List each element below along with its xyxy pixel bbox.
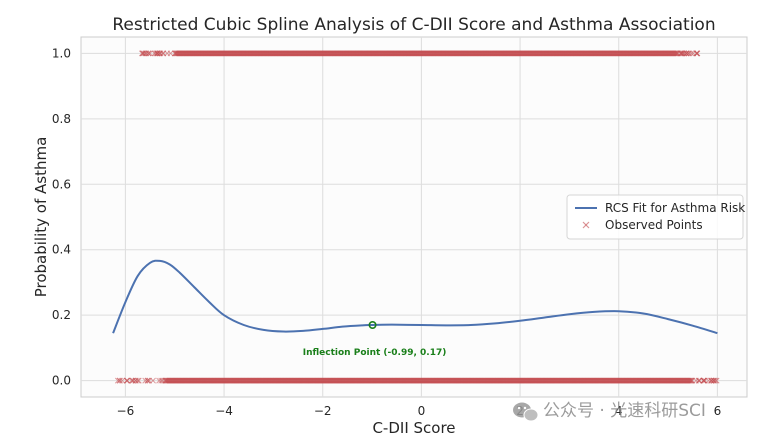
wechat-icon — [513, 402, 539, 422]
observed-point — [683, 50, 690, 57]
observed-point — [156, 50, 163, 57]
x-tick-label: 6 — [714, 404, 722, 418]
annotation-group: Inflection Point (-0.99, 0.17) — [303, 320, 447, 358]
observed-point — [138, 50, 145, 57]
observed-point — [146, 377, 153, 384]
y-tick-label: 0.2 — [52, 308, 71, 322]
legend-box — [566, 194, 744, 240]
observed-point — [119, 377, 126, 384]
observed-point — [145, 50, 152, 57]
observed-point — [685, 50, 692, 57]
x-tick-label: −6 — [117, 404, 135, 418]
x-tick-label: −4 — [215, 404, 233, 418]
legend: RCS Fit for Asthma Risk Observed Points — [566, 194, 745, 240]
y-tick-label: 0.0 — [52, 374, 71, 388]
observed-point — [123, 377, 130, 384]
observed-point — [158, 377, 165, 384]
observed-point — [117, 377, 123, 384]
x-tick-label: 4 — [615, 404, 623, 418]
y-tick-label: 0.6 — [52, 177, 71, 191]
x-tick-label: 0 — [418, 404, 426, 418]
observed-point — [688, 50, 695, 57]
watermark-text: 公众号 · 光速科研SCI — [543, 401, 706, 421]
observed-point — [695, 377, 702, 384]
observed-point — [690, 50, 697, 57]
observed-point — [705, 377, 712, 384]
inflection-point-marker — [368, 320, 377, 329]
observed-point — [696, 377, 703, 384]
y-tick-label: 1.0 — [52, 46, 71, 60]
chart-title: Restricted Cubic Spline Analysis of C-DI… — [112, 15, 715, 35]
observed-point — [128, 377, 135, 384]
observed-point — [144, 377, 151, 384]
y-tick-label: 0.4 — [52, 243, 71, 257]
y-tick-label: 0.8 — [52, 112, 71, 126]
rcs-fit-line — [112, 259, 718, 335]
y-axis-label: Probability of Asthma — [32, 137, 50, 298]
observed-points — [114, 50, 720, 384]
observed-point — [159, 377, 166, 384]
observed-point — [679, 50, 686, 57]
observed-point — [114, 377, 121, 384]
inflection-point-label: Inflection Point (-0.99, 0.17) — [303, 348, 447, 358]
observed-point — [143, 50, 150, 57]
observed-point — [678, 50, 684, 57]
observed-point — [694, 50, 701, 57]
legend-x-marker — [582, 221, 590, 229]
observed-point — [712, 377, 719, 384]
legend-entry-rcs: RCS Fit for Asthma Risk — [605, 201, 745, 215]
x-axis-label: C-DII Score — [372, 419, 455, 437]
observed-point — [134, 377, 141, 384]
observed-point — [154, 50, 160, 57]
observed-point — [713, 377, 720, 384]
x-tick-label: −2 — [314, 404, 332, 418]
rcs-curve-group — [112, 259, 718, 335]
watermark: 公众号 · 光速科研SCI — [513, 401, 706, 422]
y-axis-ticks: 0.0 0.2 0.4 0.6 0.8 1.0 — [52, 46, 71, 387]
legend-entry-observed: Observed Points — [605, 218, 703, 232]
observed-point — [132, 377, 139, 384]
observed-point — [708, 377, 715, 384]
